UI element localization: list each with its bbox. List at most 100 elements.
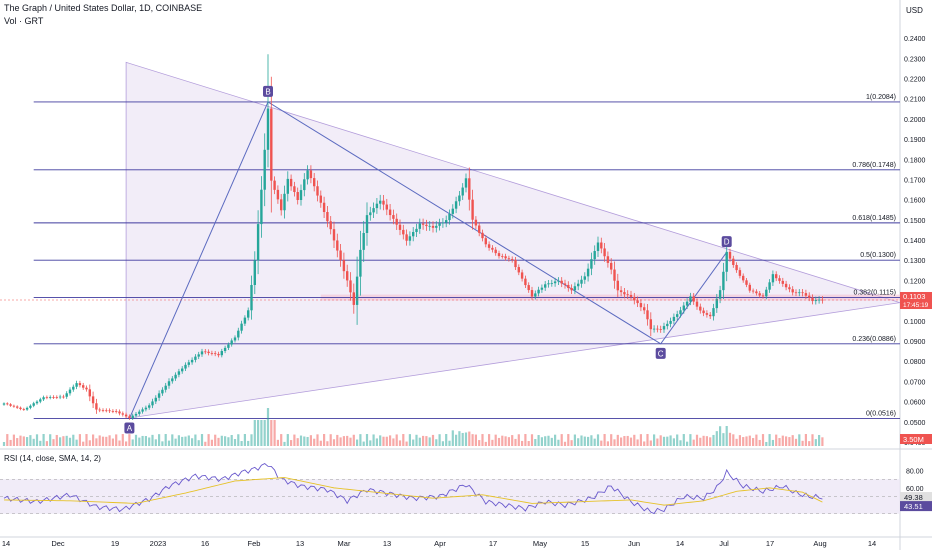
candle	[798, 289, 801, 297]
volume-bar	[755, 434, 758, 446]
candle	[339, 243, 342, 267]
candle	[557, 277, 560, 286]
volume-bar	[181, 436, 184, 446]
candle-body	[144, 407, 148, 410]
triangle-pattern	[125, 61, 901, 420]
volume-bar	[342, 436, 345, 446]
candle-body	[445, 220, 448, 223]
candle	[174, 372, 177, 381]
price-tick-label: 0.1900	[904, 137, 926, 144]
candle	[22, 407, 25, 411]
volume-bar	[389, 435, 392, 446]
candle	[458, 191, 461, 206]
candle	[722, 262, 725, 300]
candle-body	[148, 405, 151, 408]
volume-bar	[392, 438, 395, 446]
candle	[82, 382, 85, 390]
volume-bar	[362, 441, 365, 446]
volume-bar	[293, 434, 296, 446]
candle-body	[161, 389, 164, 394]
pivot-marker-label: D	[724, 238, 730, 247]
candle	[144, 405, 148, 412]
candle-body	[306, 170, 309, 180]
candle-body	[359, 249, 362, 277]
volume-bar	[567, 434, 570, 446]
candle-body	[270, 108, 273, 181]
candle-body	[603, 248, 606, 257]
candle	[761, 293, 765, 299]
volume-bar	[204, 441, 207, 446]
candle-body	[715, 298, 718, 309]
candle-body	[692, 296, 695, 302]
candle-body	[151, 401, 154, 406]
candle	[636, 296, 639, 308]
candle-body	[22, 409, 25, 410]
candle-body	[738, 270, 742, 276]
candle	[748, 282, 751, 293]
volume-bar	[59, 437, 62, 446]
candle	[791, 286, 794, 296]
candle	[141, 407, 144, 414]
candle	[497, 250, 501, 259]
candle-body	[718, 290, 722, 299]
volume-bar	[514, 438, 517, 446]
candle-body	[722, 271, 725, 291]
candle-body	[771, 274, 775, 283]
candle-body	[709, 314, 712, 317]
candle	[388, 204, 392, 221]
candle	[9, 403, 12, 407]
volume-bar	[111, 438, 114, 446]
price-tick-label: 0.1400	[904, 238, 926, 245]
volume-bar	[329, 434, 332, 446]
volume-bar	[22, 436, 25, 446]
time-tick-label: Apr	[434, 539, 446, 548]
candle	[256, 210, 260, 275]
price-tick-label: 0.0800	[904, 359, 926, 366]
candle	[408, 231, 412, 246]
volume-bar	[530, 434, 534, 446]
volume-bar	[666, 436, 669, 446]
time-tick-label: May	[533, 539, 547, 548]
candle-body	[563, 283, 567, 285]
candle-body	[672, 316, 676, 321]
candle	[190, 357, 194, 365]
candle	[375, 197, 379, 214]
candle	[784, 280, 788, 291]
time-tick-label: 14	[868, 539, 876, 548]
volume-bar	[689, 434, 692, 446]
candle-body	[9, 404, 12, 406]
rsi-pane: RSI (14, close, SMA, 14, 2)80.0060.0040.…	[0, 454, 932, 515]
candle-body	[230, 340, 233, 345]
candle-body	[408, 236, 412, 241]
volume-bar	[200, 434, 204, 446]
candle	[804, 289, 808, 300]
candle	[438, 218, 441, 231]
candle	[738, 267, 742, 279]
candle	[385, 198, 388, 216]
candle	[405, 229, 408, 246]
candle-body	[583, 276, 586, 280]
volume-bar	[596, 434, 600, 446]
fib-label-5: 0.236(0.0886)	[852, 336, 896, 343]
price-tick-label: 0.0700	[904, 379, 926, 386]
candle-body	[280, 199, 283, 211]
candle-body	[685, 301, 689, 306]
candle-body	[35, 401, 39, 404]
candle-body	[732, 258, 735, 265]
candle-body	[570, 288, 573, 291]
candle-body	[784, 283, 788, 288]
candle-body	[336, 240, 339, 251]
volume-bar	[682, 434, 685, 446]
candle	[573, 282, 577, 295]
volume-bar	[379, 435, 382, 446]
volume-bar	[339, 437, 342, 446]
candle-body	[12, 405, 16, 407]
volume-bar	[326, 441, 329, 446]
volume-bar	[52, 439, 55, 446]
candle	[659, 325, 662, 333]
volume-bar	[115, 434, 118, 446]
candle-body	[646, 310, 649, 320]
candle	[755, 289, 758, 296]
volume-bar	[273, 420, 276, 446]
